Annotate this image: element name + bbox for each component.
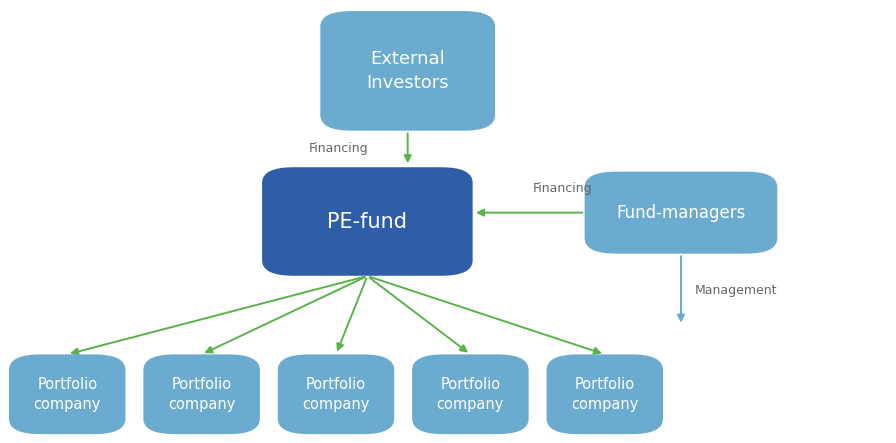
FancyBboxPatch shape (547, 354, 663, 434)
FancyBboxPatch shape (585, 171, 778, 253)
Text: External
Investors: External Investors (366, 50, 449, 92)
Text: Financing: Financing (309, 142, 369, 155)
Text: Fund-managers: Fund-managers (616, 204, 745, 222)
Text: Portfolio
company: Portfolio company (436, 377, 504, 412)
FancyBboxPatch shape (321, 11, 495, 131)
FancyBboxPatch shape (278, 354, 394, 434)
Text: Portfolio
company: Portfolio company (33, 377, 101, 412)
FancyBboxPatch shape (412, 354, 529, 434)
Text: Portfolio
company: Portfolio company (571, 377, 639, 412)
Text: Management: Management (694, 284, 777, 297)
FancyBboxPatch shape (9, 354, 125, 434)
FancyBboxPatch shape (143, 354, 260, 434)
Text: Financing: Financing (533, 182, 593, 195)
Text: Portfolio
company: Portfolio company (168, 377, 236, 412)
Text: PE-fund: PE-fund (327, 211, 408, 232)
Text: Portfolio
company: Portfolio company (302, 377, 370, 412)
FancyBboxPatch shape (263, 167, 473, 276)
